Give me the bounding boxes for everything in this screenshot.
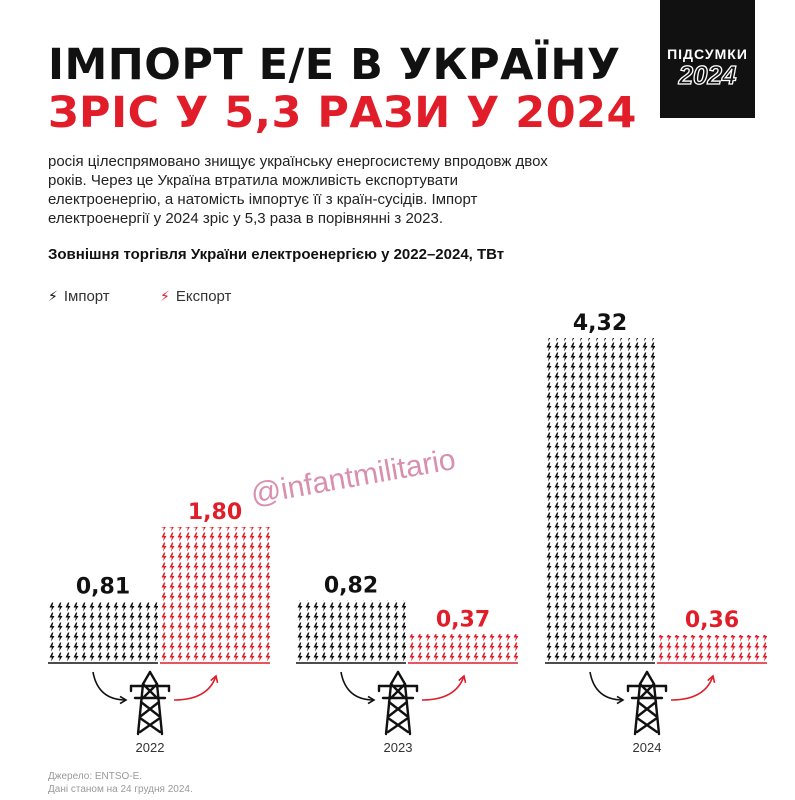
import-2024-value-label: 4,32 <box>573 311 627 336</box>
year-label-2022: 2022 <box>136 740 165 755</box>
import-arrow-2024-head <box>616 695 625 705</box>
export-2022-bar <box>160 527 270 662</box>
source-note: Джерело: ENTSO-E. Дані станом на 24 груд… <box>48 770 193 796</box>
power-pylon-icon <box>129 670 171 736</box>
source-line-2: Дані станом на 24 грудня 2024. <box>48 784 193 795</box>
export-arrow-2022-head <box>210 674 219 684</box>
legend-import-label: Імпорт <box>63 288 110 305</box>
export-2022-value-label: 1,80 <box>188 500 242 525</box>
import-arrow-2022-head <box>119 695 128 705</box>
legend-import: ⚡ Імпорт <box>48 288 110 305</box>
import-2022-bar <box>48 601 158 662</box>
intro-text: росія цілеспрямовано знищує українську е… <box>48 153 548 227</box>
export-arrow-2024 <box>670 675 714 701</box>
export-arrow-2023 <box>421 675 465 701</box>
lightning-bolt-icon: ⚡ <box>48 288 58 304</box>
title-line-1: ІМПОРТ Е/Е В УКРАЇНУ <box>48 40 621 90</box>
import-arrow-2022 <box>92 671 127 701</box>
summary-badge: ПІДСУМКИ 2024 <box>660 0 755 118</box>
source-line-1: Джерело: ENTSO-E. <box>48 771 143 782</box>
legend-export-label: Експорт <box>175 288 232 305</box>
export-2023-bar <box>408 634 518 662</box>
import-2024-bar <box>545 338 655 662</box>
power-pylon-icon <box>626 670 668 736</box>
export-arrow-2024-head <box>707 674 716 684</box>
import-2023-value-label: 0,82 <box>324 574 378 599</box>
legend-export: ⚡ Експорт <box>160 288 231 305</box>
import-arrow-2023-head <box>367 695 376 705</box>
import-arrow-2024 <box>589 671 624 701</box>
export-2024-bar <box>657 635 767 662</box>
year-label-2023: 2023 <box>384 740 413 755</box>
title-line-2: ЗРІС У 5,3 РАЗИ У 2024 <box>48 88 637 138</box>
export-arrow-2022 <box>173 675 217 701</box>
import-arrow-2023 <box>340 671 375 701</box>
power-pylon-icon <box>377 670 419 736</box>
chart-title: Зовнішня торгівля України електроенергіє… <box>48 246 505 263</box>
badge-label: ПІДСУМКИ <box>667 46 748 62</box>
badge-year: 2024 <box>678 59 737 90</box>
export-arrow-2023-head <box>458 674 467 684</box>
year-label-2024: 2024 <box>633 740 662 755</box>
import-2023-bar <box>296 600 406 662</box>
lightning-bolt-icon: ⚡ <box>160 288 170 304</box>
export-2023-value-label: 0,37 <box>436 607 490 632</box>
import-2022-value-label: 0,81 <box>76 574 130 599</box>
export-2024-value-label: 0,36 <box>685 608 739 633</box>
